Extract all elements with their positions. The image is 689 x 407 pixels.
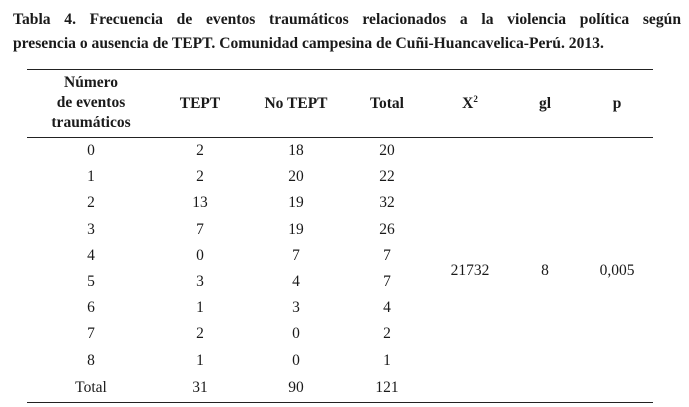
stat-p: 0,005 xyxy=(599,262,635,279)
cell-events: 1 xyxy=(87,168,95,186)
cell-no-tept: 3 xyxy=(292,299,300,317)
header-events-line-2: de eventos xyxy=(56,94,126,111)
cell-total: 20 xyxy=(379,142,395,159)
cell-events: 5 xyxy=(87,273,95,290)
table-top-rule xyxy=(27,69,653,70)
cell-no-tept: 4 xyxy=(292,273,300,290)
cell-total: 7 xyxy=(383,273,391,290)
header-events-line-3: traumáticos xyxy=(51,114,131,131)
cell-tept: 7 xyxy=(196,220,204,238)
cell-tept: 0 xyxy=(196,246,204,264)
total-row-no-tept: 90 xyxy=(288,379,304,396)
cell-no-tept: 18 xyxy=(288,142,304,159)
header-chi-base: X xyxy=(462,95,474,112)
cell-no-tept: 20 xyxy=(288,168,304,186)
cell-tept: 2 xyxy=(196,325,204,343)
header-no-tept: No TEPT xyxy=(264,95,328,112)
cell-events: 6 xyxy=(87,299,95,317)
caption-line-2: presencia o ausencia de TEPT. Comunidad … xyxy=(13,35,604,52)
total-row-label: Total xyxy=(75,379,107,396)
cell-tept: 2 xyxy=(196,168,204,186)
cell-total: 7 xyxy=(383,246,391,264)
cell-events: 7 xyxy=(87,325,95,343)
header-chi-sup: 2 xyxy=(473,93,478,104)
cell-events: 0 xyxy=(87,142,95,159)
header-chi-square: X2 xyxy=(462,93,478,113)
cell-no-tept: 0 xyxy=(292,351,300,369)
cell-no-tept: 19 xyxy=(288,194,304,212)
cell-no-tept: 19 xyxy=(288,220,304,238)
cell-total: 1 xyxy=(383,351,391,369)
total-row-tept: 31 xyxy=(192,379,208,396)
header-p: p xyxy=(612,95,622,112)
header-events-line-1: Número xyxy=(64,74,118,91)
cell-events: 8 xyxy=(87,351,95,369)
cell-tept: 1 xyxy=(196,351,204,369)
cell-tept: 1 xyxy=(196,299,204,317)
header-gl: gl xyxy=(538,95,552,112)
caption-line-1: Tabla 4. Frecuencia de eventos traumátic… xyxy=(13,11,681,28)
total-row-total: 121 xyxy=(375,379,399,396)
cell-total: 32 xyxy=(379,194,395,212)
cell-tept: 2 xyxy=(196,142,204,159)
stat-gl: 8 xyxy=(541,262,549,279)
cell-no-tept: 7 xyxy=(292,246,300,264)
cell-events: 4 xyxy=(87,246,95,264)
cell-events: 2 xyxy=(87,194,95,212)
stat-chi-square: 21732 xyxy=(450,262,490,279)
cell-total: 26 xyxy=(379,220,395,238)
header-events: Número de eventos traumáticos xyxy=(51,73,130,133)
table-caption: Tabla 4. Frecuencia de eventos traumátic… xyxy=(13,8,681,56)
cell-tept: 13 xyxy=(192,194,208,212)
cell-tept: 3 xyxy=(196,273,204,290)
header-total: Total xyxy=(370,95,404,112)
cell-total: 22 xyxy=(379,168,395,186)
cell-events: 3 xyxy=(87,220,95,238)
table-header-rule xyxy=(27,137,653,138)
cell-no-tept: 0 xyxy=(292,325,300,343)
header-tept: TEPT xyxy=(179,95,221,112)
table-bottom-rule xyxy=(27,402,653,403)
cell-total: 2 xyxy=(383,325,391,343)
cell-total: 4 xyxy=(383,299,391,317)
